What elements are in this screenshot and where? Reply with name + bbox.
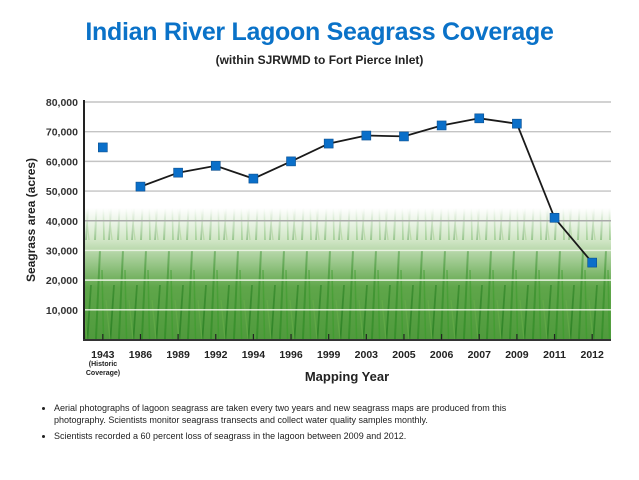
notes: Aerial photographs of lagoon seagrass ar…: [40, 402, 560, 446]
data-point: [399, 131, 409, 142]
data-point: [286, 156, 296, 167]
x-tick-label: 2011: [543, 349, 566, 361]
x-tick-label: 2003: [355, 349, 379, 361]
x-tick-label: 1992: [204, 349, 228, 361]
x-note-line-1: (Historic: [89, 361, 118, 368]
x-axis-tick-labels: 1943 1986 1989 1992 1994 1996 1999 2003 2005 2006…: [91, 349, 604, 361]
data-point: [210, 161, 221, 171]
x-tick-label: 1994: [242, 349, 266, 361]
x-tick-label: 1986: [129, 349, 153, 361]
note-item: Aerial photographs of lagoon seagrass ar…: [54, 402, 560, 426]
x-axis-ticks: [102, 334, 593, 340]
data-point: [436, 120, 447, 131]
x-tick-label: 1989: [166, 349, 190, 361]
x-tick-label: 1996: [279, 349, 303, 361]
series-seagrass-area: [98, 113, 597, 268]
y-tick-label: 10,000: [46, 305, 78, 317]
x-tick-label: 2009: [505, 349, 529, 361]
data-point: [361, 130, 372, 141]
y-tick-label: 80,000: [46, 97, 78, 109]
gridlines: [84, 101, 611, 311]
data-point: [135, 181, 146, 192]
x-tick-label: 2007: [468, 349, 492, 361]
x-tick-label: 2005: [392, 349, 416, 361]
y-tick-label: 40,000: [46, 216, 78, 228]
x-note-line-2: Coverage): [86, 370, 120, 377]
x-tick-label: 1943: [91, 349, 115, 361]
data-point: [98, 142, 108, 153]
y-tick-label: 50,000: [46, 186, 78, 198]
x-tick-label: 2006: [430, 349, 454, 361]
note-item: Scientists recorded a 60 percent loss of…: [54, 430, 560, 442]
y-tick-label: 70,000: [46, 127, 78, 139]
data-point: [474, 113, 485, 124]
y-tick-label: 30,000: [46, 245, 78, 257]
data-point: [248, 173, 259, 184]
y-axis-tick-labels: 10,000 20,000 30,000 40,000 50,000 60,000 70,0…: [46, 97, 78, 317]
chart: 10,000 20,000 30,000 40,000 50,000 60,000 70,0…: [24, 97, 611, 384]
x-tick-label: 2012: [580, 349, 604, 361]
data-point: [173, 167, 183, 178]
chart-subtitle: (within SJRWMD to Fort Pierce Inlet): [215, 53, 424, 67]
x-tick-label: 1999: [317, 349, 341, 361]
x-axis-label: Mapping Year: [305, 369, 389, 384]
data-point: [587, 257, 597, 268]
data-point: [512, 118, 522, 129]
y-tick-label: 60,000: [46, 156, 78, 168]
chart-title: Indian River Lagoon Seagrass Coverage: [85, 18, 554, 46]
data-point: [549, 212, 560, 223]
grass-background: [84, 208, 611, 340]
y-axis-label: Seagrass area (acres): [24, 158, 38, 282]
data-point: [323, 138, 334, 149]
y-tick-label: 20,000: [46, 275, 78, 287]
